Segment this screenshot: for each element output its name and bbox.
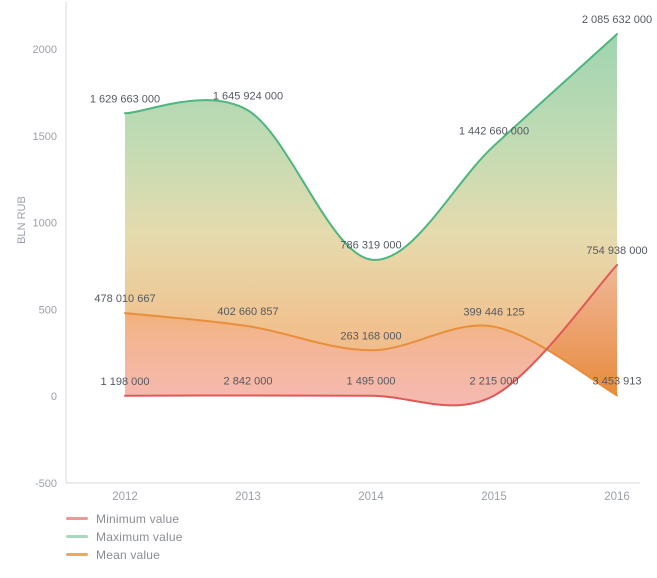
y-tick-label: 1500 [33,131,57,143]
maximum-line [124,33,618,261]
value-label: 2 842 000 [224,376,273,388]
range-area-chart: -500 0 500 1000 1500 2000 BLN RUB 2012 2013 2014 2… [16,2,652,503]
mean-line [124,312,618,397]
value-label: 1 629 663 000 [90,93,160,105]
legend-item-minimum-value[interactable]: Minimum value [66,511,183,526]
legend-swatch-minimum [66,517,88,520]
value-label: 2 215 000 [470,376,519,388]
value-label: 2 085 632 000 [582,14,652,26]
band-mean-to-min-crossed [551,265,617,396]
x-tick-label: 2014 [358,491,384,503]
legend-swatch-mean [66,553,88,556]
x-tick-label: 2012 [112,491,138,503]
legend-label-mean: Mean value [96,547,161,562]
value-label: 402 660 857 [217,306,278,318]
y-axis-title: BLN RUB [16,196,28,244]
band-max-to-mean [125,34,617,396]
value-label: 1 198 000 [101,376,150,388]
band-mean-to-min [125,313,551,406]
y-tick-label: -500 [35,478,57,490]
y-tick-label: 0 [51,391,57,403]
value-label: 3 453 913 [593,375,642,387]
value-label: 263 168 000 [340,330,401,342]
value-label: 1 645 924 000 [213,90,283,102]
legend-swatch-maximum [66,535,88,538]
legend: Minimum value Maximum value Mean value [66,511,183,562]
value-label: 478 010 667 [94,293,155,305]
value-label: 1 495 000 [347,376,396,388]
value-label: 1 442 660 000 [459,126,529,138]
legend-label-maximum: Maximum value [96,529,183,544]
y-tick-label: 2000 [33,44,57,56]
x-tick-label: 2013 [235,491,261,503]
x-tick-label: 2016 [604,491,630,503]
value-label: 786 319 000 [340,240,401,252]
minimum-line [124,264,618,407]
x-tick-label: 2015 [481,491,507,503]
y-tick-label: 1000 [33,218,57,230]
value-label: 399 446 125 [463,307,524,319]
legend-label-minimum: Minimum value [96,511,180,526]
value-label: 754 938 000 [586,245,647,257]
y-tick-label: 500 [39,304,57,316]
legend-item-mean-value[interactable]: Mean value [66,547,183,562]
legend-item-maximum-value[interactable]: Maximum value [66,529,183,544]
